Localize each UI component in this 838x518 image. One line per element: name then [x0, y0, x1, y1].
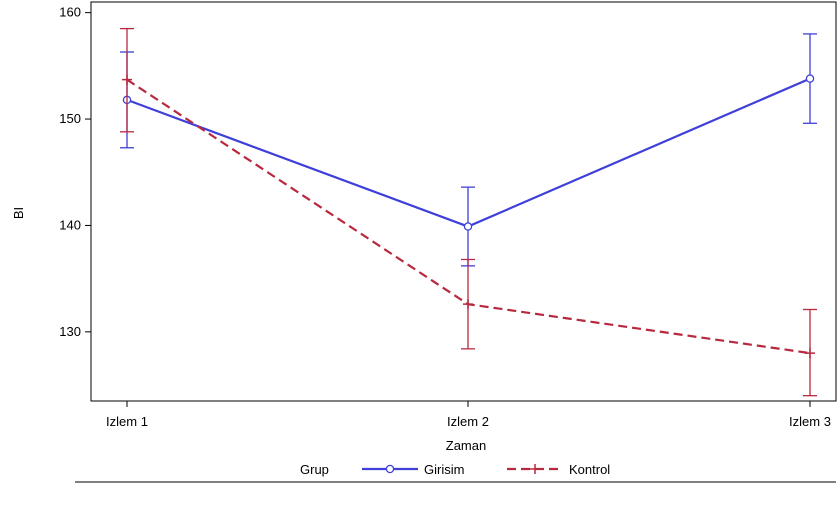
x-axis: Izlem 1 Izlem 2 Izlem 3 — [106, 401, 831, 429]
y-tick-label: 150 — [59, 111, 81, 126]
data-point — [463, 222, 473, 231]
legend: Grup Girisim Kontrol — [300, 462, 610, 477]
data-point — [463, 299, 473, 310]
y-axis-label: BI — [11, 207, 26, 219]
y-axis: 130 140 150 160 — [59, 5, 91, 339]
plot-frame — [90, 1, 837, 402]
legend-marker — [385, 464, 395, 474]
y-tick-label: 140 — [59, 217, 81, 232]
legend-items: Girisim Kontrol — [362, 462, 610, 477]
series-girisim — [120, 33, 817, 267]
y-tick-label: 130 — [59, 324, 81, 339]
data-point — [805, 74, 815, 83]
x-axis-label: Zaman — [446, 438, 486, 453]
legend-label: Kontrol — [569, 462, 610, 477]
legend-title: Grup — [300, 462, 329, 477]
x-tick-label: Izlem 2 — [447, 414, 489, 429]
series-layer — [120, 27, 817, 397]
data-point — [805, 348, 815, 359]
data-point — [122, 74, 132, 85]
legend-item-girisim: Girisim — [362, 462, 464, 477]
x-tick-label: Izlem 1 — [106, 414, 148, 429]
legend-marker — [530, 464, 540, 474]
y-tick-label: 160 — [59, 5, 81, 20]
legend-item-kontrol: Kontrol — [507, 462, 610, 477]
legend-label: Girisim — [424, 462, 464, 477]
series-kontrol — [120, 27, 817, 397]
x-tick-label: Izlem 3 — [789, 414, 831, 429]
